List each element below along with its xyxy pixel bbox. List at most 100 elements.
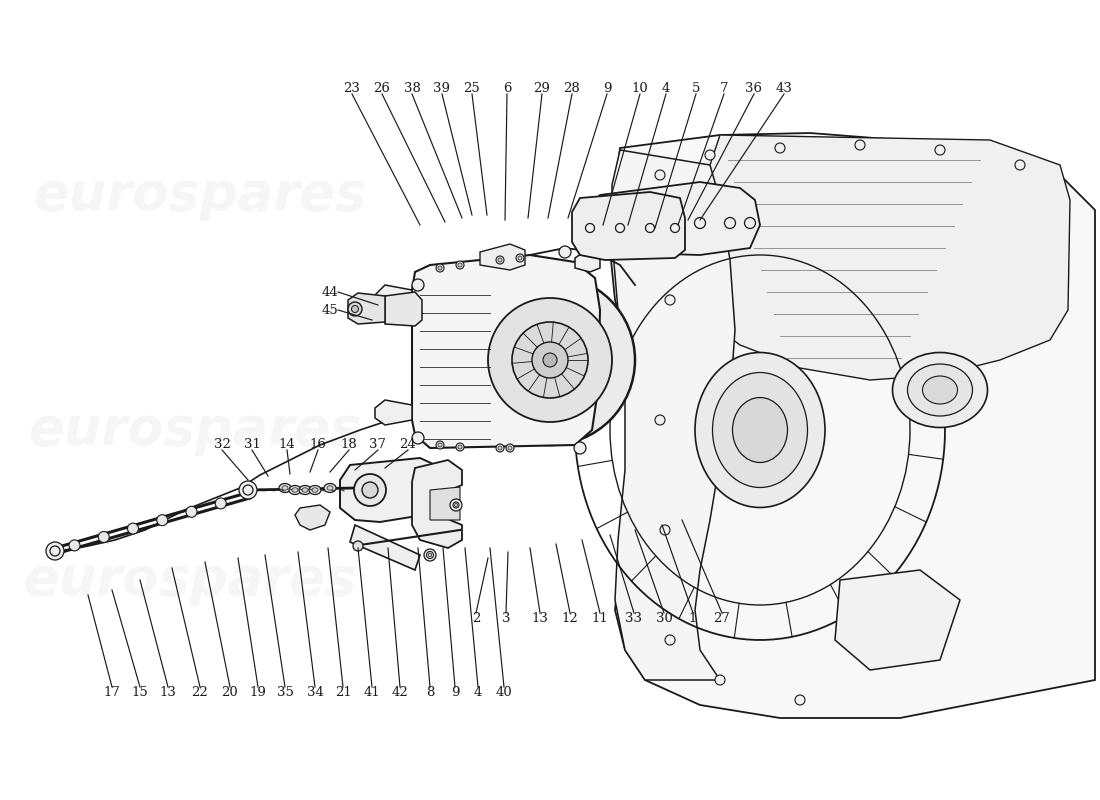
Polygon shape bbox=[612, 150, 735, 680]
Text: 26: 26 bbox=[374, 82, 390, 94]
Circle shape bbox=[605, 218, 616, 229]
Circle shape bbox=[855, 140, 865, 150]
Text: 13: 13 bbox=[531, 611, 549, 625]
Circle shape bbox=[518, 256, 522, 260]
Ellipse shape bbox=[695, 353, 825, 507]
Circle shape bbox=[46, 542, 64, 560]
Text: 14: 14 bbox=[278, 438, 296, 451]
Circle shape bbox=[427, 551, 433, 558]
Circle shape bbox=[353, 541, 363, 551]
Circle shape bbox=[453, 502, 459, 508]
Text: 29: 29 bbox=[534, 82, 550, 94]
Text: 45: 45 bbox=[321, 303, 339, 317]
Text: 33: 33 bbox=[626, 611, 642, 625]
Circle shape bbox=[450, 499, 462, 511]
Polygon shape bbox=[375, 285, 412, 312]
Circle shape bbox=[646, 223, 654, 233]
Ellipse shape bbox=[892, 353, 988, 427]
Text: 24: 24 bbox=[399, 438, 417, 451]
Text: 6: 6 bbox=[503, 82, 512, 94]
Text: 11: 11 bbox=[592, 611, 608, 625]
Polygon shape bbox=[610, 133, 1094, 718]
Circle shape bbox=[725, 218, 736, 229]
Circle shape bbox=[412, 432, 424, 444]
Circle shape bbox=[428, 554, 431, 557]
Ellipse shape bbox=[324, 483, 336, 493]
Text: 42: 42 bbox=[392, 686, 408, 698]
Ellipse shape bbox=[309, 486, 321, 494]
Text: eurospares: eurospares bbox=[33, 169, 366, 221]
Circle shape bbox=[456, 443, 464, 451]
Text: 4: 4 bbox=[662, 82, 670, 94]
Circle shape bbox=[454, 503, 458, 506]
Circle shape bbox=[98, 531, 109, 542]
Text: 16: 16 bbox=[309, 438, 327, 451]
Polygon shape bbox=[572, 192, 685, 260]
Ellipse shape bbox=[713, 373, 807, 487]
Text: eurospares: eurospares bbox=[23, 554, 356, 606]
Circle shape bbox=[666, 295, 675, 305]
Polygon shape bbox=[385, 292, 422, 326]
Polygon shape bbox=[412, 460, 462, 548]
Circle shape bbox=[216, 498, 227, 509]
Text: 32: 32 bbox=[213, 438, 230, 451]
Circle shape bbox=[436, 441, 444, 449]
Text: 30: 30 bbox=[656, 611, 672, 625]
Text: 17: 17 bbox=[103, 686, 120, 698]
Circle shape bbox=[438, 443, 442, 447]
Ellipse shape bbox=[923, 376, 957, 404]
Polygon shape bbox=[588, 182, 760, 255]
Polygon shape bbox=[430, 487, 460, 520]
Circle shape bbox=[458, 445, 462, 449]
Circle shape bbox=[516, 254, 524, 262]
Text: 27: 27 bbox=[714, 611, 730, 625]
Circle shape bbox=[156, 514, 167, 526]
Polygon shape bbox=[835, 570, 960, 670]
Text: eurospares: eurospares bbox=[634, 354, 967, 406]
Text: 10: 10 bbox=[631, 82, 648, 94]
Polygon shape bbox=[685, 135, 1070, 380]
Circle shape bbox=[348, 302, 362, 316]
Circle shape bbox=[532, 342, 568, 378]
Polygon shape bbox=[348, 293, 385, 324]
Polygon shape bbox=[340, 458, 446, 522]
Polygon shape bbox=[575, 248, 600, 272]
Circle shape bbox=[128, 523, 139, 534]
Text: 23: 23 bbox=[343, 82, 361, 94]
Circle shape bbox=[1015, 160, 1025, 170]
Circle shape bbox=[654, 170, 666, 180]
Circle shape bbox=[438, 266, 442, 270]
Text: eurospares: eurospares bbox=[29, 404, 362, 456]
Circle shape bbox=[186, 506, 197, 518]
Circle shape bbox=[436, 264, 444, 272]
Text: 2: 2 bbox=[472, 611, 481, 625]
Ellipse shape bbox=[312, 488, 318, 492]
Circle shape bbox=[666, 635, 675, 645]
Text: 36: 36 bbox=[746, 82, 762, 94]
Circle shape bbox=[776, 143, 785, 153]
Circle shape bbox=[50, 546, 60, 556]
Text: 21: 21 bbox=[334, 686, 351, 698]
Text: 5: 5 bbox=[692, 82, 701, 94]
Circle shape bbox=[705, 150, 715, 160]
Text: 38: 38 bbox=[404, 82, 420, 94]
Circle shape bbox=[616, 223, 625, 233]
Circle shape bbox=[458, 263, 462, 267]
Circle shape bbox=[660, 525, 670, 535]
Text: 9: 9 bbox=[603, 82, 612, 94]
Text: 7: 7 bbox=[719, 82, 728, 94]
Circle shape bbox=[496, 256, 504, 264]
Text: 18: 18 bbox=[341, 438, 358, 451]
Circle shape bbox=[496, 444, 504, 452]
Text: 9: 9 bbox=[451, 686, 460, 698]
Text: 37: 37 bbox=[370, 438, 386, 451]
Ellipse shape bbox=[908, 364, 972, 416]
Ellipse shape bbox=[292, 488, 298, 492]
Text: 35: 35 bbox=[276, 686, 294, 698]
Text: 15: 15 bbox=[132, 686, 148, 698]
Text: 8: 8 bbox=[426, 686, 434, 698]
Ellipse shape bbox=[327, 486, 333, 490]
Circle shape bbox=[465, 275, 635, 445]
Polygon shape bbox=[350, 525, 420, 570]
Ellipse shape bbox=[289, 486, 301, 494]
